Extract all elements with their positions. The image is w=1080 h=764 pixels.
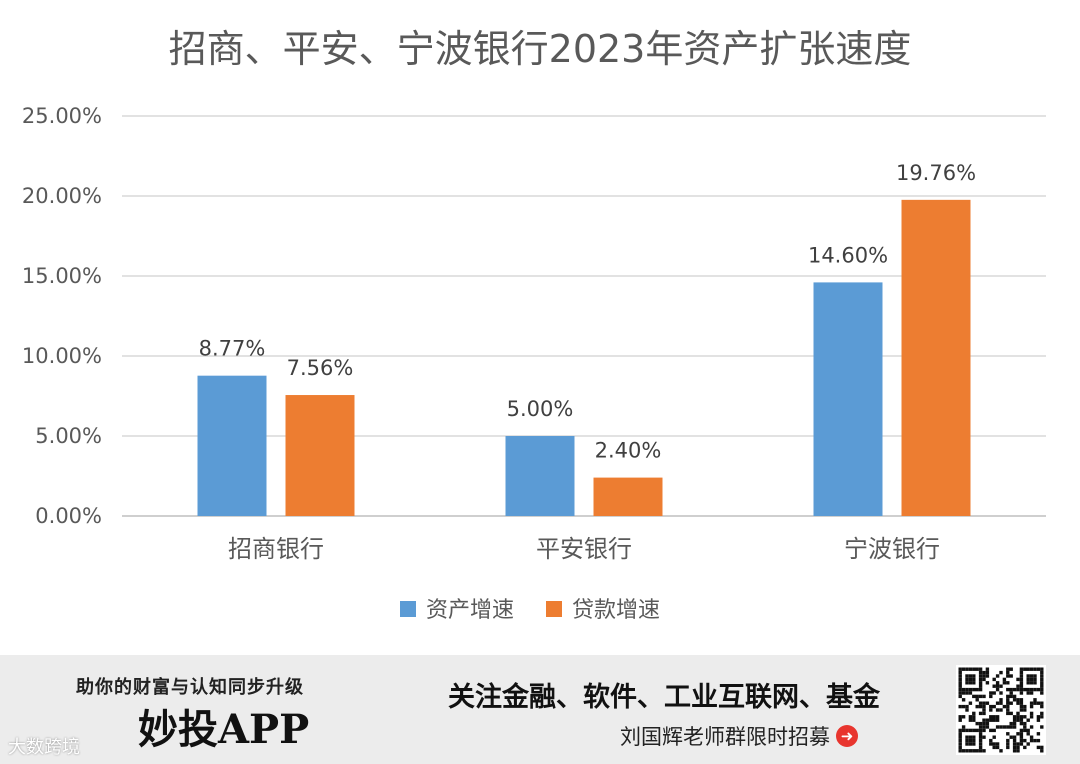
legend-swatch: [546, 601, 562, 617]
data-label: 19.76%: [896, 161, 976, 185]
y-tick-label: 15.00%: [22, 264, 102, 288]
bar: [813, 282, 883, 516]
grid-lines: [122, 115, 1046, 517]
x-category-label: 招商银行: [228, 535, 324, 563]
data-label: 8.77%: [199, 337, 266, 361]
data-label: 7.56%: [287, 356, 354, 380]
chart-title: 招商、平安、宁波银行2023年资产扩张速度: [169, 27, 912, 71]
bar: [901, 199, 971, 516]
y-tick-label: 10.00%: [22, 344, 102, 368]
app-logo-text: 妙投APP: [138, 706, 310, 753]
y-tick-label: 0.00%: [35, 504, 102, 528]
recruit-text: 刘国辉老师群限时招募: [620, 725, 830, 749]
recruit-link[interactable]: 刘国辉老师群限时招募 ➜: [620, 721, 858, 751]
y-tick-label: 5.00%: [35, 424, 102, 448]
x-category-label: 宁波银行: [844, 535, 940, 563]
legend-item: 贷款增速: [546, 598, 660, 623]
legend-item: 资产增速: [400, 598, 514, 623]
legend-label: 贷款增速: [572, 598, 660, 623]
x-axis-categories: 招商银行 平安银行 宁波银行: [228, 535, 940, 563]
focus-topics: 关注金融、软件、工业互联网、基金: [448, 682, 880, 713]
bar: [593, 477, 663, 516]
watermark: 大数跨境: [8, 737, 80, 758]
bar: [285, 395, 355, 516]
bar: [505, 436, 575, 516]
x-category-label: 平安银行: [536, 535, 632, 563]
qr-code-icon[interactable]: [956, 665, 1046, 755]
data-label: 2.40%: [595, 439, 662, 463]
chart-area: 招商、平安、宁波银行2023年资产扩张速度 0.00% 5.00% 10.00% 15…: [0, 0, 1080, 655]
data-label: 14.60%: [808, 243, 888, 267]
data-label: 5.00%: [507, 397, 574, 421]
legend: 资产增速 贷款增速: [400, 598, 660, 623]
data-labels: 8.77% 7.56% 5.00% 2.40% 14.60% 19.76%: [199, 161, 976, 463]
legend-label: 资产增速: [426, 598, 514, 623]
promo-footer: 助你的财富与认知同步升级 妙投APP 大数跨境 关注金融、软件、工业互联网、基金…: [0, 655, 1080, 764]
bars: [197, 199, 971, 516]
y-tick-label: 20.00%: [22, 184, 102, 208]
y-tick-label: 25.00%: [22, 104, 102, 128]
y-axis-ticks: 0.00% 5.00% 10.00% 15.00% 20.00% 25.00%: [22, 104, 102, 528]
tagline: 助你的财富与认知同步升级: [76, 677, 304, 698]
legend-swatch: [400, 601, 416, 617]
bar: [197, 375, 267, 516]
bar-chart: 招商、平安、宁波银行2023年资产扩张速度 0.00% 5.00% 10.00% 15…: [22, 27, 1046, 623]
arrow-right-icon: ➜: [836, 725, 858, 747]
